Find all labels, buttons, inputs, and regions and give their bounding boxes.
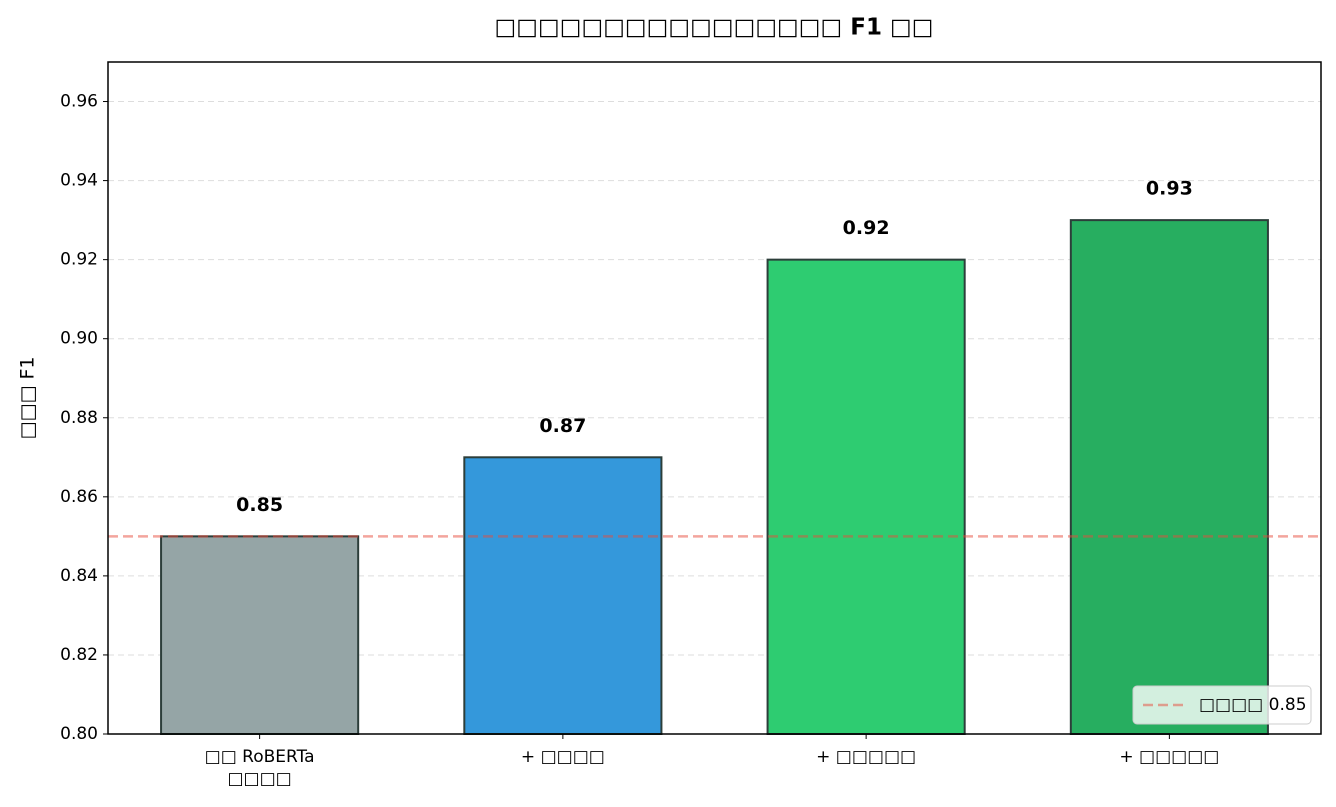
y-axis-label: □□□ F1 bbox=[17, 357, 39, 440]
y-tick-label: 0.80 bbox=[60, 724, 98, 744]
y-tick-label: 0.92 bbox=[60, 250, 98, 270]
chart-title: □□□□□□□□□□□□□□□□ F1 □□ bbox=[495, 15, 934, 41]
bar bbox=[463, 456, 663, 735]
bar bbox=[1069, 219, 1269, 735]
x-tick-label: + □□□□□ bbox=[816, 747, 917, 767]
value-label: 0.92 bbox=[843, 217, 890, 239]
y-tick-label: 0.96 bbox=[60, 92, 98, 112]
x-tick-label: □□ RoBERTa □□□□ bbox=[204, 747, 315, 789]
x-tick-label: + □□□□ bbox=[520, 747, 605, 767]
plot-frame bbox=[107, 61, 1322, 735]
bar bbox=[160, 535, 360, 736]
legend-label: □□□□ 0.85 bbox=[1199, 695, 1307, 715]
x-tick-label: + □□□□□ bbox=[1119, 747, 1220, 767]
y-tick-label: 0.88 bbox=[60, 408, 98, 428]
y-tick-label: 0.90 bbox=[60, 329, 98, 349]
value-label: 0.93 bbox=[1146, 178, 1193, 200]
value-label: 0.87 bbox=[539, 415, 586, 437]
legend-box bbox=[1132, 685, 1312, 725]
y-tick-label: 0.94 bbox=[60, 171, 98, 191]
bar bbox=[766, 258, 966, 735]
value-label: 0.85 bbox=[236, 494, 283, 516]
y-tick-label: 0.86 bbox=[60, 487, 98, 507]
y-tick-label: 0.82 bbox=[60, 645, 98, 665]
y-tick-label: 0.84 bbox=[60, 566, 98, 586]
